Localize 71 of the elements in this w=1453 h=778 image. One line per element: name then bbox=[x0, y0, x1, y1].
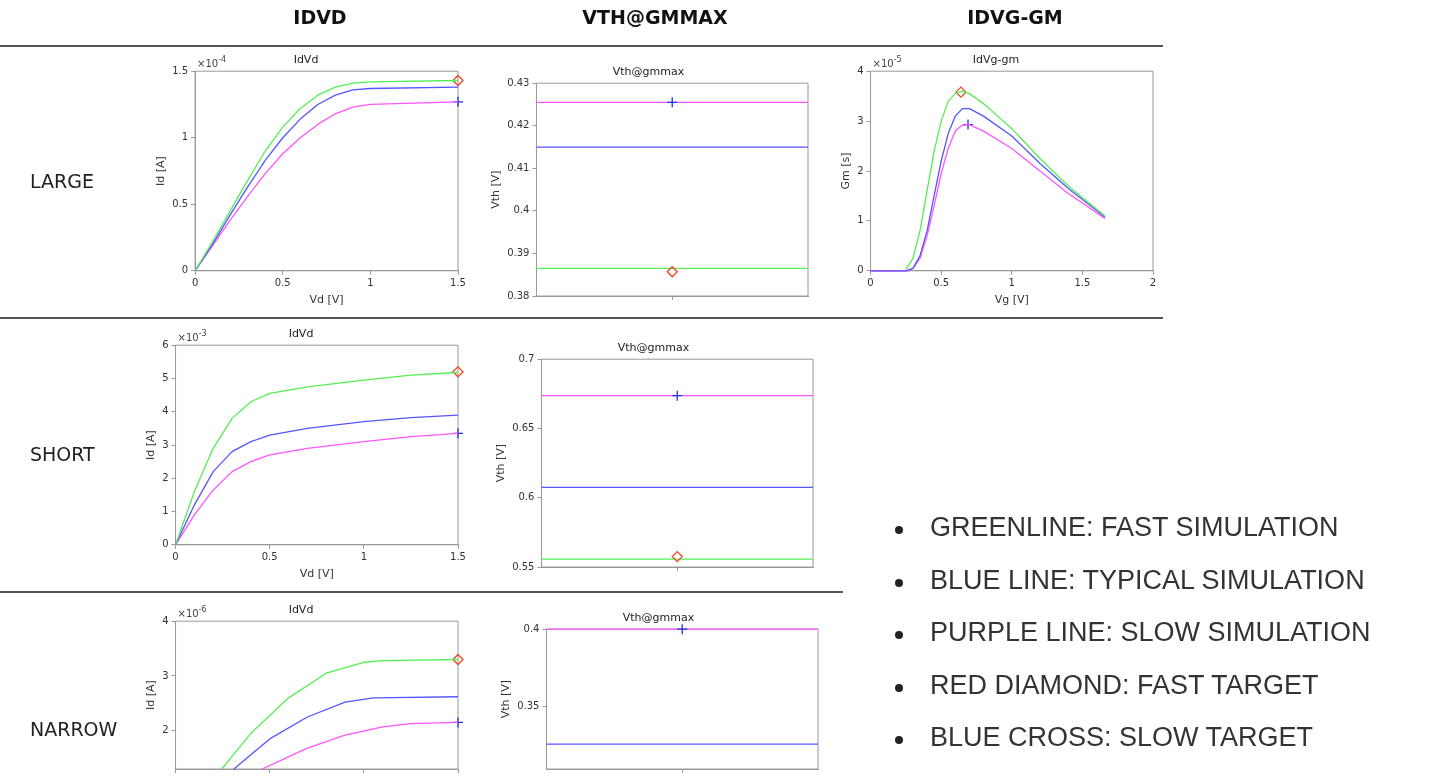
text: BLUE LINE: TYPICAL SIMULATION bbox=[930, 564, 1365, 596]
text: PURPLE LINE: SLOW SIMULATION bbox=[930, 617, 1371, 648]
x-tick-label: 0 bbox=[191, 277, 199, 289]
y-tick-label: 1 bbox=[857, 214, 864, 226]
y-tick-label: 1 bbox=[162, 505, 169, 517]
chart-title: Vth@gmmax bbox=[612, 65, 685, 79]
x-tick-label: 1 bbox=[360, 551, 368, 563]
chart-title: IdVg-gm bbox=[972, 53, 1020, 67]
y-tick-label: 0.65 bbox=[512, 422, 535, 434]
y-tick-label: 0 bbox=[857, 264, 864, 276]
y-tick-label: 3 bbox=[162, 438, 169, 450]
y-tick-label: 3 bbox=[857, 114, 864, 126]
x-tick-label: 1 bbox=[367, 277, 374, 289]
x-tick-label: 1.5 bbox=[1074, 277, 1091, 289]
y-tick-label: 0.5 bbox=[172, 197, 189, 209]
y-tick-label: 0.41 bbox=[507, 161, 530, 173]
y-tick-label: 0.38 bbox=[507, 289, 530, 301]
x-tick-label: 1.5 bbox=[450, 551, 466, 563]
text: SHORT bbox=[30, 443, 95, 465]
text: RED DIAMOND: FAST TARGET bbox=[930, 669, 1319, 701]
x-tick-label: 0.5 bbox=[933, 277, 950, 289]
chart-title: IdVd bbox=[288, 603, 314, 617]
text: LARGE bbox=[30, 170, 94, 192]
text: BLUE CROSS: SLOW TARGET bbox=[930, 722, 1314, 753]
chart-title: Vth@gmmax bbox=[617, 341, 690, 355]
y-tick-label: 5 bbox=[162, 372, 169, 384]
y-tick-label: 0 bbox=[181, 264, 189, 276]
x-tick-label: 1 bbox=[1008, 277, 1015, 289]
x-axis-title: Vd [V] bbox=[309, 293, 344, 307]
x-axis-title: Vg [V] bbox=[994, 293, 1029, 307]
chart-title: IdVd bbox=[288, 327, 314, 341]
x-tick-label: 0.5 bbox=[274, 277, 291, 289]
y-tick-label: 0.35 bbox=[517, 700, 540, 712]
y-axis-title: Id [A] bbox=[144, 680, 158, 711]
y-axis-title: Gm [s] bbox=[839, 152, 853, 190]
y-tick-label: 0.43 bbox=[507, 76, 530, 88]
y-tick-label: 4 bbox=[857, 64, 864, 76]
chart-title: Vth@gmmax bbox=[622, 611, 695, 625]
y-axis-title: Id [A] bbox=[154, 156, 168, 186]
y-axis-title: Vth [V] bbox=[499, 679, 513, 719]
y-tick-label: 6 bbox=[162, 338, 169, 350]
x-tick-label: 0.5 bbox=[261, 551, 278, 563]
text: IDVG-GM bbox=[966, 6, 1064, 28]
x-tick-label: 1.5 bbox=[450, 277, 466, 289]
y-tick-label: 1 bbox=[181, 131, 189, 143]
y-tick-label: 0.39 bbox=[507, 247, 530, 259]
y-tick-label: 4 bbox=[162, 614, 169, 626]
text: VTH@GMMAX bbox=[581, 6, 729, 28]
y-tick-label: 4 bbox=[162, 405, 169, 417]
y-tick-label: 0.42 bbox=[507, 119, 530, 131]
y-tick-label: 0.4 bbox=[513, 204, 530, 216]
y-tick-label: 0 bbox=[162, 538, 169, 550]
chart-title: IdVd bbox=[293, 53, 319, 67]
x-axis-title: Vd [V] bbox=[299, 567, 334, 581]
y-tick-label: 1.5 bbox=[172, 64, 189, 76]
y-tick-label: 3 bbox=[162, 669, 169, 681]
y-tick-label: 2 bbox=[162, 724, 169, 736]
y-tick-label: 2 bbox=[162, 471, 169, 483]
y-tick-label: 2 bbox=[857, 164, 864, 176]
x-tick-label: 2 bbox=[1149, 277, 1157, 289]
y-axis-title: Id [A] bbox=[144, 430, 158, 460]
x-tick-label: 0 bbox=[867, 277, 874, 289]
y-axis-title: Vth [V] bbox=[489, 170, 503, 209]
text: GREENLINE: FAST SIMULATION bbox=[930, 512, 1339, 543]
y-tick-label: 0.6 bbox=[518, 491, 535, 503]
y-tick-label: 0.4 bbox=[523, 622, 540, 634]
y-tick-label: 0.7 bbox=[518, 352, 535, 364]
text: IDVD bbox=[292, 6, 348, 28]
text: NARROW bbox=[30, 718, 118, 740]
y-axis-title: Vth [V] bbox=[494, 443, 508, 483]
y-tick-label: 0.55 bbox=[512, 560, 535, 572]
